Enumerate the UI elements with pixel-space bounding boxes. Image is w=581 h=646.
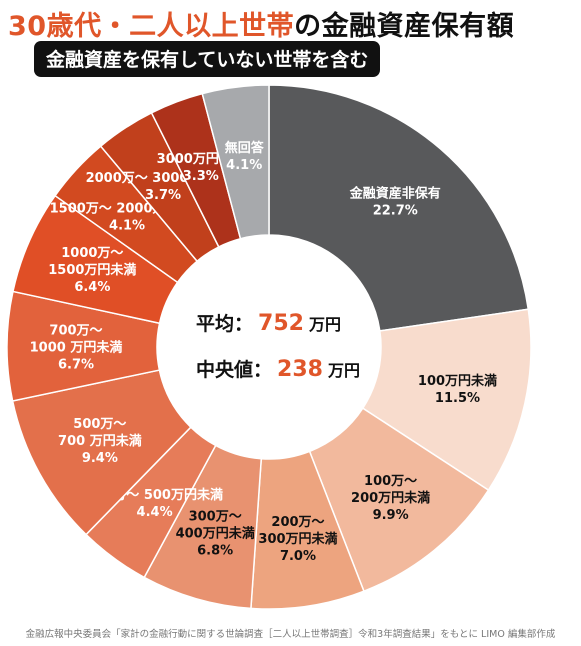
slice-category-label: 200万円未満 (351, 490, 430, 506)
slice-label: 500万～ 700 万円未満 9.4% (58, 417, 142, 466)
slice-label: 100万円未満 11.5% (418, 373, 497, 406)
pie-slice (308, 407, 490, 593)
slice-label: 200万～ 300万円未満 7.0% (258, 515, 337, 564)
slice-category-label: 300万円未満 (258, 531, 337, 547)
slice-value-label: 11.5% (435, 391, 480, 406)
pie-slice (361, 308, 532, 492)
slice-value-label: 9.9% (373, 508, 409, 523)
slice-category-label: 700万～ (49, 323, 102, 338)
slice-category-label: 金融資産非保有 (349, 186, 441, 202)
slice-value-label: 6.4% (74, 280, 110, 295)
source-note: 金融広報中央委員会「家計の金融行動に関する世論調査［二人以上世帯調査］令和3年調… (25, 629, 556, 640)
average-stat: 平均： 752 万円 (196, 309, 341, 336)
slice-category-label: 700 万円未満 (58, 433, 142, 449)
slice-value-label: 4.4% (137, 505, 173, 520)
slice-category-label: 100万円未満 (418, 373, 497, 389)
slice-category-label: 100万～ (364, 474, 417, 489)
slice-category-label: 200万～ (271, 515, 324, 530)
slice-value-label: 4.1% (109, 219, 145, 234)
slice-category-label: 1000 万円未満 (30, 339, 123, 355)
slice-category-label: 500万～ (73, 417, 126, 432)
slice-value-label: 22.7% (373, 204, 418, 219)
pie-slice (201, 84, 270, 240)
slice-label: 300万～ 400万円未満 6.8% (176, 509, 255, 558)
median-stat: 中央値： 238 万円 (196, 355, 360, 382)
slice-value-label: 3.7% (145, 188, 181, 203)
average-unit: 万円 (308, 315, 341, 334)
average-value: 752 (258, 311, 304, 336)
slice-label: 無回答 4.1% (225, 140, 265, 173)
chart-title: 30歳代・二人以上世帯の金融資産保有額 (8, 4, 514, 43)
subtitle-badge: 金融資産を保有していない世帯を含む (34, 41, 381, 77)
slice-label: 700万～ 1000 万円未満 6.7% (30, 323, 123, 372)
slice-label: 金融資産非保有 22.7% (349, 186, 441, 219)
slice-category-label: 1000万～ (61, 246, 123, 261)
slice-label: 1000万～ 1500万円未満 6.4% (48, 246, 136, 295)
slice-value-label: 4.1% (226, 158, 262, 173)
slice-category-label: 300万～ (189, 509, 242, 524)
slice-value-label: 6.7% (58, 357, 94, 372)
median-value: 238 (277, 357, 323, 382)
median-unit: 万円 (327, 361, 360, 380)
median-label: 中央値： (196, 359, 273, 381)
slice-value-label: 9.4% (82, 451, 118, 466)
title-highlight: 30歳代・二人以上世帯 (8, 11, 295, 42)
title-rest: の金融資産保有額 (294, 11, 515, 42)
average-label: 平均： (196, 313, 254, 335)
slice-value-label: 3.3% (183, 169, 219, 184)
slice-value-label: 7.0% (280, 549, 316, 564)
pie-slice (268, 84, 530, 332)
slice-value-label: 6.8% (197, 543, 233, 558)
slice-category-label: 1500万円未満 (48, 262, 136, 278)
slice-category-label: 400万円未満 (176, 525, 255, 541)
slice-category-label: 無回答 (225, 140, 265, 156)
slice-label: 100万～ 200万円未満 9.9% (351, 474, 430, 523)
